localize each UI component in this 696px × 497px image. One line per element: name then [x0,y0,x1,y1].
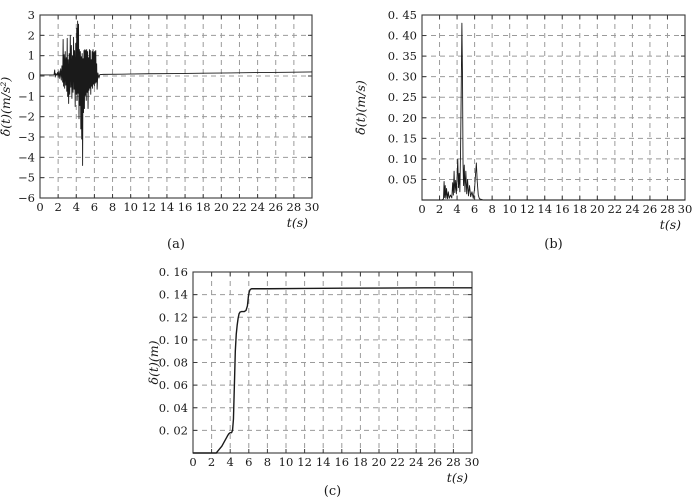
y-tick-label: −4 [18,150,35,164]
x-tick-label: 14 [160,200,175,214]
series-line [193,287,472,454]
x-tick-label: 8 [488,202,495,216]
y-tick-label: 0. 25 [388,90,417,104]
x-tick-label: 26 [427,455,442,469]
x-tick-label: 20 [214,200,229,214]
y-tick-label: 0. 05 [388,172,417,186]
y-tick-label: 0. 14 [159,288,188,302]
x-tick-label: 14 [316,455,331,469]
x-tick-label: 16 [334,455,349,469]
x-tick-label: 22 [608,202,623,216]
x-tick-label: 28 [446,455,461,469]
y-axis-label: δ(t)(m) [148,340,161,384]
y-tick-label: −3 [18,130,35,144]
x-tick-label: 18 [353,455,368,469]
plot-box [39,14,313,199]
x-tick-label: 6 [245,455,252,469]
y-tick-label: 3 [28,8,35,22]
y-tick-label: 0. 10 [159,333,188,347]
y-tick-label: 1 [28,49,35,63]
x-tick-label: 24 [409,455,424,469]
x-tick-label: 6 [471,202,478,216]
x-tick-label: 26 [268,200,283,214]
x-tick-label: 30 [678,202,693,216]
x-tick-label: 10 [279,455,294,469]
y-tick-label: −2 [18,110,35,124]
x-tick-label: 4 [73,200,80,214]
x-tick-label: 16 [555,202,570,216]
chart-acceleration-panel: 0 2 4 6 8 10 12 14 16 18 20 22 24 26 28 30 3 2 1 0 −1 −2 −3 −4−… [0,0,340,254]
y-tick-label: 0. 35 [388,49,417,63]
y-tick-label: 0. 02 [159,423,188,437]
y-tick-label: 0. 04 [159,401,188,415]
y-tick-label: 0. 15 [388,131,417,145]
x-tick-label: 28 [660,202,675,216]
x-tick-label: 12 [297,455,312,469]
x-tick-label: 14 [537,202,552,216]
x-tick-label: 4 [453,202,460,216]
y-tick-label: 0. 30 [388,70,417,84]
x-axis-label: t(s) [447,470,468,485]
chart-b-svg: 0 2 4 6 8 10 12 14 16 18 20 22 24 26 28 300. 450. 400. … [353,8,693,252]
y-axis-label: δ̇(t)(m/s) [353,80,368,135]
x-tick-label: 28 [287,200,302,214]
x-tick-label: 20 [372,455,387,469]
x-tick-label: 20 [590,202,605,216]
x-tick-label: 18 [572,202,587,216]
chart-a-svg: 0 2 4 6 8 10 12 14 16 18 20 22 24 26 28 303210−1−2−3−4−… [0,8,320,252]
series-line [40,20,313,166]
x-tick-label: 0 [36,200,43,214]
x-tick-label: 12 [141,200,156,214]
y-tick-label: −5 [18,171,35,185]
y-tick-label: 0. 20 [388,111,417,125]
chart-caption: (c) [324,484,341,497]
y-axis-label: δ̈(t)(m/s²) [0,77,13,137]
chart-caption: (a) [167,237,185,250]
x-tick-label: 22 [390,455,405,469]
y-tick-label: 0. 12 [159,310,188,324]
y-tick-label: 0. 06 [159,378,188,392]
x-tick-label: 8 [109,200,116,214]
x-axis-label: t(s) [660,217,681,232]
y-tick-label: −6 [18,191,35,205]
chart-caption: (b) [544,237,562,250]
y-tick-label: 0. 16 [159,265,188,279]
chart-c-svg: 0 2 4 6 8 10 12 14 16 18 20 22 24 26 28 300. 160. 140. … [146,265,480,497]
y-tick-label: −1 [18,89,35,103]
y-tick-label: 2 [28,28,35,42]
x-axis-label: t(s) [287,215,308,230]
plot-box [192,271,473,454]
x-tick-label: 0 [189,455,196,469]
x-tick-label: 6 [91,200,98,214]
x-tick-label: 2 [208,455,215,469]
x-tick-label: 2 [436,202,443,216]
chart-velocity-panel: 0 2 4 6 8 10 12 14 16 18 20 22 24 26 28 30 0. 45 0. 40 0. … [352,0,696,254]
y-tick-label: 0. 08 [159,356,188,370]
x-tick-label: 0 [418,202,425,216]
x-tick-label: 22 [232,200,247,214]
y-tick-label: 0. 40 [388,29,417,43]
x-tick-label: 30 [305,200,320,214]
x-tick-label: 24 [625,202,640,216]
x-tick-label: 12 [520,202,535,216]
x-tick-label: 8 [264,455,271,469]
x-tick-label: 18 [196,200,211,214]
series-line [422,22,685,201]
x-tick-label: 24 [250,200,265,214]
x-tick-label: 16 [178,200,193,214]
x-tick-label: 10 [502,202,517,216]
chart-displacement-panel: 0 2 4 6 8 10 12 14 16 18 20 22 24 26 28 30 0. 16 0. 14 0. … [146,250,492,497]
x-tick-label: 10 [123,200,138,214]
x-tick-label: 26 [643,202,658,216]
y-tick-label: 0. 10 [388,152,417,166]
x-tick-label: 30 [465,455,480,469]
y-tick-label: 0. 45 [388,8,417,22]
x-tick-label: 2 [54,200,61,214]
x-tick-label: 4 [227,455,234,469]
y-tick-label: 0 [28,69,35,83]
